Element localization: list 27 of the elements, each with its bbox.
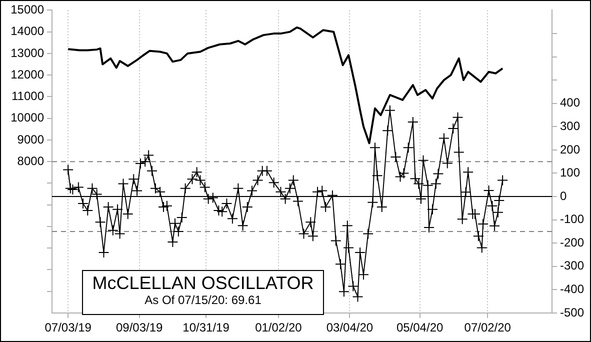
y2-tick-label: -400 [560,282,584,296]
y2-tick-label: -100 [560,212,584,226]
y-tick-label: 11000 [12,89,44,104]
y2-tick-label: -200 [560,235,584,250]
y2-tick-label: -300 [560,258,584,273]
x-tick-label: 07/03/19 [44,320,92,335]
y-tick-label: 10000 [10,110,44,125]
y2-tick-label: 0 [560,188,567,203]
y-tick-label: 8000 [17,154,44,168]
y2-tick-label: 200 [560,142,580,156]
y-tick-label: 14000 [10,24,44,38]
y2-tick-label: 300 [560,118,580,133]
x-tick-label: 09/03/19 [116,320,164,335]
text: McCLELLAN OSCILLATOR [91,273,315,293]
y-tick-label: 15000 [10,2,44,17]
y2-tick-label: 100 [560,166,580,180]
y2-tick-label: 400 [560,96,580,110]
x-tick-label: 05/04/20 [396,320,444,335]
x-tick-label: 10/31/19 [182,320,230,335]
x-tick-label: 01/02/20 [255,320,302,335]
x-tick-label: 07/02/20 [464,320,512,335]
y-tick-label: 9000 [17,132,44,146]
y2-tick-label: -500 [560,305,584,320]
x-tick-label: 03/04/20 [326,320,374,335]
y-tick-label: 12000 [10,67,44,82]
y-tick-label: 13000 [10,46,44,60]
text: As Of 07/15/20: 69.61 [144,293,262,308]
